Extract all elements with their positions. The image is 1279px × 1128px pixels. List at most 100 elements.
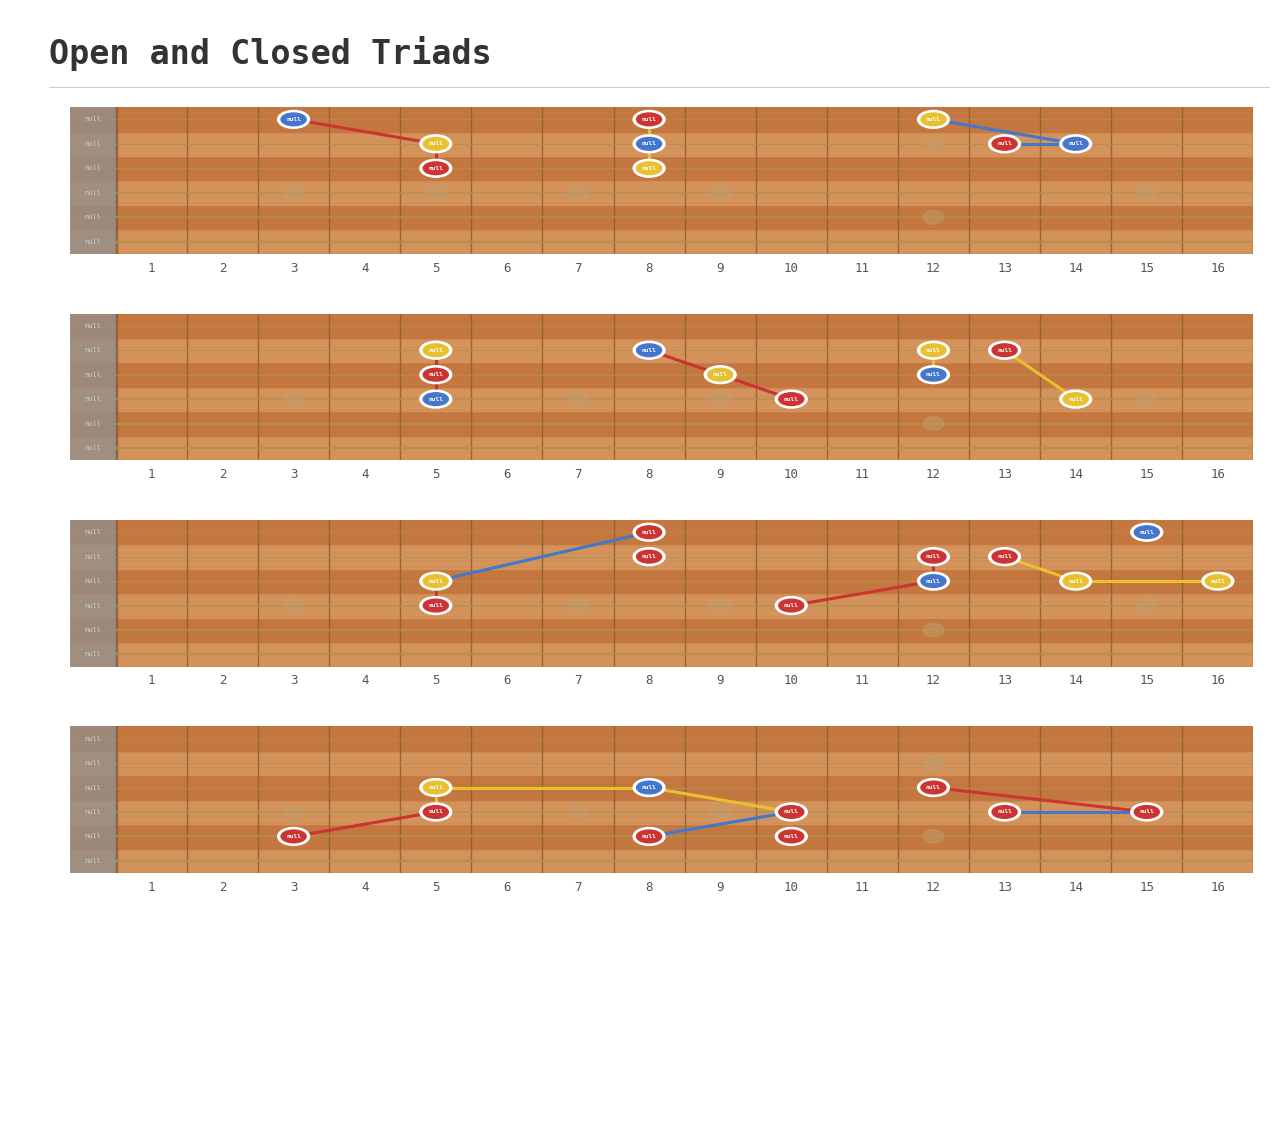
Bar (70, 435, 1253, 460)
Text: null: null (84, 602, 101, 608)
Bar (70, 800, 1253, 825)
Ellipse shape (1137, 599, 1157, 613)
Text: null: null (84, 372, 101, 378)
Text: 5: 5 (432, 881, 440, 893)
Ellipse shape (917, 548, 949, 565)
Ellipse shape (423, 805, 449, 818)
Ellipse shape (633, 828, 665, 845)
Ellipse shape (568, 186, 588, 200)
Text: null: null (84, 554, 101, 559)
Ellipse shape (775, 597, 807, 615)
Bar (70, 229, 1253, 254)
Text: 6: 6 (503, 262, 510, 274)
Ellipse shape (993, 550, 1017, 563)
Ellipse shape (637, 344, 661, 356)
Ellipse shape (420, 597, 451, 615)
Text: null: null (84, 166, 101, 171)
Text: 3: 3 (290, 262, 297, 274)
Ellipse shape (779, 599, 803, 611)
Ellipse shape (284, 599, 304, 613)
Text: 11: 11 (854, 468, 870, 481)
Text: null: null (784, 603, 799, 608)
Ellipse shape (923, 550, 944, 563)
Text: 6: 6 (503, 675, 510, 687)
Text: null: null (642, 554, 656, 559)
Text: null: null (642, 834, 656, 839)
Text: null: null (428, 810, 444, 814)
Ellipse shape (923, 417, 944, 430)
Ellipse shape (1137, 805, 1157, 819)
Ellipse shape (637, 782, 661, 794)
Text: null: null (642, 347, 656, 353)
Text: 4: 4 (361, 262, 368, 274)
Ellipse shape (423, 162, 449, 175)
Ellipse shape (921, 344, 946, 356)
Bar (70, 362, 1253, 387)
Ellipse shape (989, 135, 1021, 152)
Text: null: null (642, 785, 656, 790)
Text: 7: 7 (574, 262, 582, 274)
Text: 9: 9 (716, 262, 724, 274)
Text: null: null (84, 785, 101, 791)
Text: 14: 14 (1068, 468, 1083, 481)
Ellipse shape (917, 365, 949, 384)
Ellipse shape (420, 365, 451, 384)
Text: 7: 7 (574, 468, 582, 481)
Ellipse shape (710, 393, 730, 406)
Ellipse shape (1205, 575, 1230, 588)
Ellipse shape (420, 342, 451, 359)
Ellipse shape (917, 342, 949, 359)
Ellipse shape (637, 830, 661, 843)
Text: 8: 8 (646, 468, 652, 481)
Text: null: null (1140, 530, 1154, 535)
Ellipse shape (281, 113, 306, 125)
Ellipse shape (423, 782, 449, 794)
Ellipse shape (1060, 390, 1091, 408)
Text: null: null (998, 554, 1012, 559)
Ellipse shape (923, 211, 944, 223)
Text: 10: 10 (784, 675, 799, 687)
Text: null: null (84, 735, 101, 741)
Text: 7: 7 (574, 881, 582, 893)
Ellipse shape (921, 113, 946, 125)
Text: 16: 16 (1210, 262, 1225, 274)
Ellipse shape (568, 599, 588, 613)
Text: 12: 12 (926, 468, 941, 481)
Text: 14: 14 (1068, 881, 1083, 893)
Text: 10: 10 (784, 468, 799, 481)
Bar (70, 387, 1253, 412)
Text: null: null (1210, 579, 1225, 583)
Text: 16: 16 (1210, 675, 1225, 687)
Ellipse shape (993, 805, 1017, 818)
Ellipse shape (633, 523, 665, 541)
Ellipse shape (779, 393, 803, 405)
Text: 11: 11 (854, 881, 870, 893)
Text: null: null (998, 347, 1012, 353)
Text: 9: 9 (716, 881, 724, 893)
Ellipse shape (423, 575, 449, 588)
Text: 3: 3 (290, 881, 297, 893)
Text: null: null (84, 652, 101, 658)
Ellipse shape (637, 526, 661, 538)
Ellipse shape (1134, 526, 1159, 538)
Ellipse shape (633, 778, 665, 796)
Ellipse shape (637, 550, 661, 563)
Ellipse shape (923, 344, 944, 356)
Text: 11: 11 (854, 675, 870, 687)
Ellipse shape (420, 390, 451, 408)
Text: Open and Closed Triads: Open and Closed Triads (49, 36, 491, 71)
Text: null: null (642, 117, 656, 122)
Text: null: null (784, 810, 799, 814)
Bar (70, 751, 1253, 775)
Ellipse shape (993, 344, 1017, 356)
Ellipse shape (775, 828, 807, 845)
Text: null: null (84, 347, 101, 353)
Ellipse shape (779, 805, 803, 818)
Text: 8: 8 (646, 881, 652, 893)
Text: null: null (84, 396, 101, 402)
Text: null: null (84, 760, 101, 766)
Ellipse shape (710, 599, 730, 613)
Ellipse shape (420, 778, 451, 796)
Ellipse shape (993, 138, 1017, 150)
Bar (70, 107, 116, 254)
